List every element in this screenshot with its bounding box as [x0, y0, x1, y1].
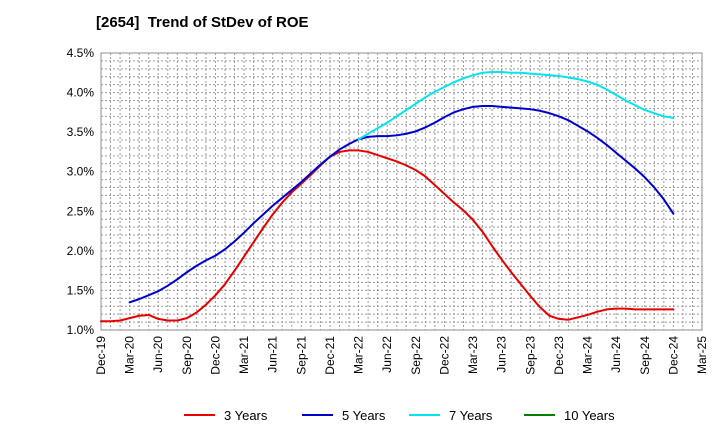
x-tick-label: Dec-19: [94, 336, 108, 375]
legend-label-3-years: 3 Years: [224, 408, 268, 423]
x-tick-label: Jun-20: [151, 336, 165, 373]
series-line-5-years: [128, 105, 675, 304]
x-tick-label: Dec-24: [666, 336, 680, 375]
chart-title: [2654] Trend of StDev of ROE: [96, 14, 309, 31]
y-tick-label: 3.5%: [67, 125, 95, 139]
x-tick-label: Jun-22: [380, 336, 394, 373]
x-tick-label: Sep-20: [180, 336, 194, 375]
y-tick-label: 4.5%: [67, 46, 95, 60]
y-tick-label: 2.5%: [67, 204, 95, 218]
series-lines: [100, 70, 675, 323]
x-tick-label: Jun-23: [495, 336, 509, 373]
y-tick-label: 3.0%: [67, 165, 95, 179]
x-tick-label: Mar-25: [695, 336, 709, 374]
y-tick-label: 1.5%: [67, 283, 95, 297]
x-tick-label: Sep-24: [638, 336, 652, 375]
legend-label-10-years: 10 Years: [564, 408, 615, 423]
x-tick-label: Mar-21: [237, 336, 251, 374]
y-tick-label: 4.0%: [67, 86, 95, 100]
series-line-3-years: [100, 149, 675, 323]
y-tick-label: 2.0%: [67, 244, 95, 258]
plot-area: [100, 52, 703, 331]
x-tick-label: Dec-22: [437, 336, 451, 375]
x-tick-label: Mar-24: [581, 336, 595, 374]
x-tick-label: Sep-23: [523, 336, 537, 375]
x-tick-label: Jun-24: [609, 336, 623, 373]
x-tick-label: Dec-20: [208, 336, 222, 375]
y-axis-ticks: 1.0% 1.5% 2.0% 2.5% 3.0% 3.5% 4.0% 4.5%: [67, 46, 95, 337]
legend-label-7-years: 7 Years: [449, 408, 493, 423]
x-tick-label: Mar-20: [123, 336, 137, 374]
x-axis-ticks: Dec-19 Mar-20 Jun-20 Sep-20 Dec-20 Mar-21 Jun-…: [94, 336, 709, 375]
y-tick-label: 1.0%: [67, 323, 95, 337]
x-tick-label: Sep-22: [409, 336, 423, 375]
series-line-7-years: [357, 70, 675, 141]
legend: 3 Years 5 Years 7 Years 10 Years: [184, 408, 615, 423]
x-tick-label: Sep-21: [294, 336, 308, 375]
grid-lines: [101, 53, 702, 330]
x-tick-label: Mar-22: [352, 336, 366, 374]
x-tick-label: Jun-21: [266, 336, 280, 373]
legend-label-5-years: 5 Years: [342, 408, 386, 423]
x-tick-label: Dec-21: [323, 336, 337, 375]
x-tick-label: Dec-23: [552, 336, 566, 375]
x-tick-label: Mar-23: [466, 336, 480, 374]
